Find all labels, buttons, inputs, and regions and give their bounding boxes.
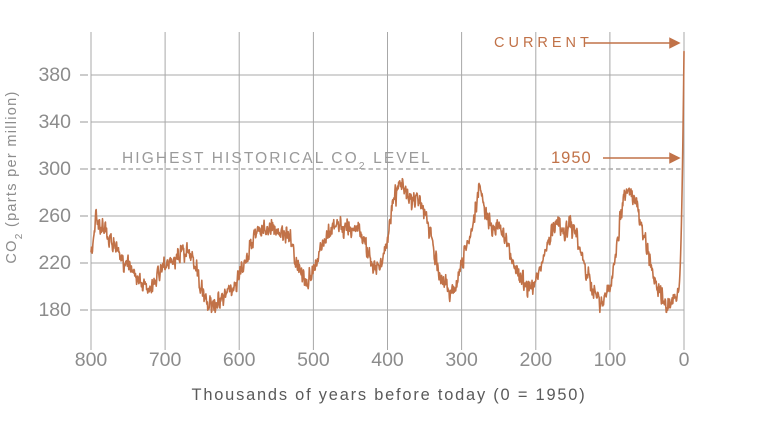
svg-text:100: 100 [594, 349, 627, 371]
svg-text:220: 220 [38, 252, 71, 274]
svg-text:300: 300 [445, 349, 478, 371]
svg-text:180: 180 [38, 299, 71, 321]
svg-text:CO2 (parts per million): CO2 (parts per million) [4, 90, 25, 263]
svg-text:300: 300 [38, 158, 71, 180]
svg-text:500: 500 [297, 349, 330, 371]
svg-text:Thousands of years before toda: Thousands of years before today (0 = 195… [192, 386, 587, 404]
svg-text:800: 800 [75, 349, 108, 371]
svg-text:380: 380 [38, 64, 71, 86]
svg-text:600: 600 [223, 349, 256, 371]
svg-text:260: 260 [38, 205, 71, 227]
svg-text:0: 0 [679, 349, 690, 371]
svg-text:340: 340 [38, 111, 71, 133]
svg-text:CURRENT: CURRENT [494, 35, 593, 51]
svg-text:700: 700 [149, 349, 182, 371]
svg-text:200: 200 [520, 349, 553, 371]
svg-text:1950: 1950 [551, 149, 592, 167]
svg-text:400: 400 [371, 349, 404, 371]
